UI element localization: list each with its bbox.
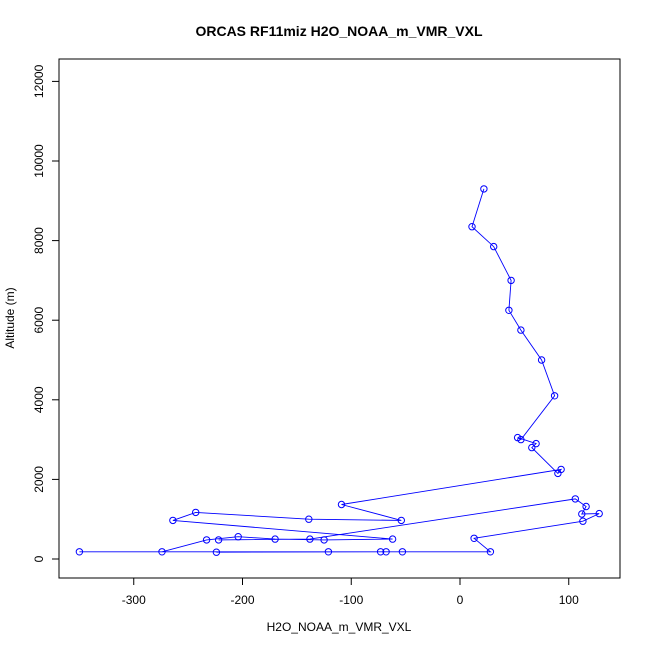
data-point xyxy=(271,535,279,543)
data-point xyxy=(470,534,478,542)
data-point xyxy=(202,536,211,544)
data-point xyxy=(192,508,200,517)
y-axis-label: Altitude (m) xyxy=(3,287,17,348)
data-point xyxy=(306,535,314,543)
x-tick-label: -300 xyxy=(122,593,146,607)
data-point xyxy=(337,500,346,509)
data-point xyxy=(212,548,221,556)
data-point xyxy=(537,356,546,364)
y-tick-label: 12000 xyxy=(32,64,46,98)
data-point xyxy=(324,548,333,556)
y-axis: 0 2000 4000 6000 8000 10000 12000 xyxy=(32,64,60,562)
data-point xyxy=(579,517,587,525)
x-axis: -300 -200 -100 0 100 xyxy=(122,577,579,607)
y-tick-label: 10000 xyxy=(32,144,46,178)
data-point xyxy=(305,515,313,523)
series-line xyxy=(75,185,603,556)
data-point xyxy=(397,516,405,525)
x-tick-label: -200 xyxy=(230,593,254,607)
data-point xyxy=(517,326,525,334)
data-point xyxy=(557,465,565,474)
data-point xyxy=(582,502,590,511)
data-point xyxy=(486,548,495,556)
x-axis-label: H2O_NOAA_m_VMR_VXL xyxy=(267,620,412,634)
data-point xyxy=(75,548,84,556)
y-tick-label: 8000 xyxy=(32,227,46,254)
y-tick-label: 0 xyxy=(32,555,46,562)
data-point xyxy=(507,276,515,285)
data-point xyxy=(214,536,223,544)
data-point xyxy=(169,516,177,525)
plot-frame xyxy=(58,58,621,579)
y-tick-label: 2000 xyxy=(32,466,46,493)
data-point xyxy=(578,510,586,518)
x-tick-label: 0 xyxy=(457,593,464,607)
chart-title: ORCAS RF11miz H2O_NOAA_m_VMR_VXL xyxy=(195,23,483,39)
data-point xyxy=(480,185,488,193)
data-point xyxy=(388,535,397,543)
y-tick-label: 4000 xyxy=(32,386,46,413)
data-point xyxy=(468,223,476,231)
data-point xyxy=(398,548,407,556)
data-point xyxy=(528,443,536,452)
data-point xyxy=(513,433,522,442)
data-point xyxy=(571,495,579,503)
x-tick-label: 100 xyxy=(559,593,579,607)
x-tick-label: -100 xyxy=(339,593,363,607)
data-point xyxy=(550,392,559,400)
data-point xyxy=(158,548,166,556)
data-point xyxy=(382,548,390,556)
data-point xyxy=(490,242,498,251)
data-point xyxy=(234,533,242,541)
data-point xyxy=(376,548,385,556)
data-point xyxy=(595,509,603,518)
data-point xyxy=(505,306,513,314)
data-point xyxy=(320,536,328,544)
data-point xyxy=(532,439,540,448)
y-tick-label: 6000 xyxy=(32,307,46,334)
series-path xyxy=(79,188,600,553)
